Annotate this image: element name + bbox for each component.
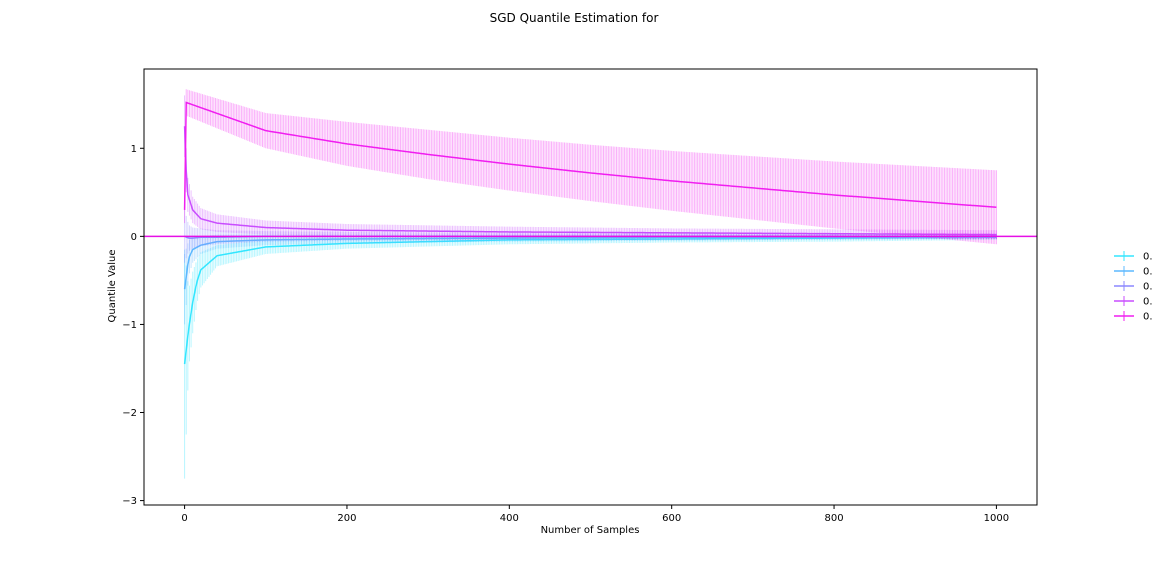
- legend-item: 0.: [1114, 296, 1152, 308]
- chart-title: SGD Quantile Estimation for: [490, 11, 659, 25]
- legend-item: 0.: [1114, 311, 1152, 323]
- x-tick-label: 0: [181, 513, 187, 524]
- x-axis-label: Number of Samples: [541, 525, 640, 536]
- legend-item: 0.: [1114, 281, 1152, 293]
- series-1: [183, 234, 997, 479]
- y-tick-label: −3: [122, 496, 137, 507]
- y-tick-label: 1: [131, 144, 137, 155]
- x-tick-label: 800: [824, 513, 843, 524]
- series-4: [183, 95, 997, 239]
- x-tick-label: 600: [662, 513, 681, 524]
- plot-frame: [143, 68, 1038, 506]
- legend-label: 0.: [1143, 297, 1152, 308]
- x-tick-label: 400: [500, 513, 519, 524]
- series-5-line: [183, 101, 997, 210]
- series-4-line: [183, 126, 997, 236]
- legend-label: 0.: [1143, 312, 1152, 323]
- plot-area: [144, 89, 1037, 479]
- x-tick-label: 1000: [984, 513, 1009, 524]
- y-tick-label: −2: [122, 408, 137, 419]
- legend-item: 0.: [1114, 251, 1152, 263]
- y-axis-label: Quantile Value: [107, 250, 118, 323]
- legend-label: 0.: [1143, 252, 1152, 263]
- legend-item: 0.: [1114, 266, 1152, 278]
- legend-label: 0.: [1143, 282, 1152, 293]
- y-axis: −3 −2 −1 0 1: [122, 144, 144, 507]
- x-tick-label: 200: [337, 513, 356, 524]
- series-5: [183, 89, 997, 245]
- x-axis: 0 200 400 600 800 1000: [181, 505, 1009, 524]
- legend-label: 0.: [1143, 267, 1152, 278]
- series-5-error-bars: [184, 89, 997, 245]
- y-tick-label: 0: [131, 232, 137, 243]
- series-1-error-bars: [184, 234, 997, 479]
- y-tick-label: −1: [122, 320, 137, 331]
- legend: 0. 0. 0. 0. 0.: [1114, 251, 1152, 323]
- series-1-line: [183, 236, 997, 365]
